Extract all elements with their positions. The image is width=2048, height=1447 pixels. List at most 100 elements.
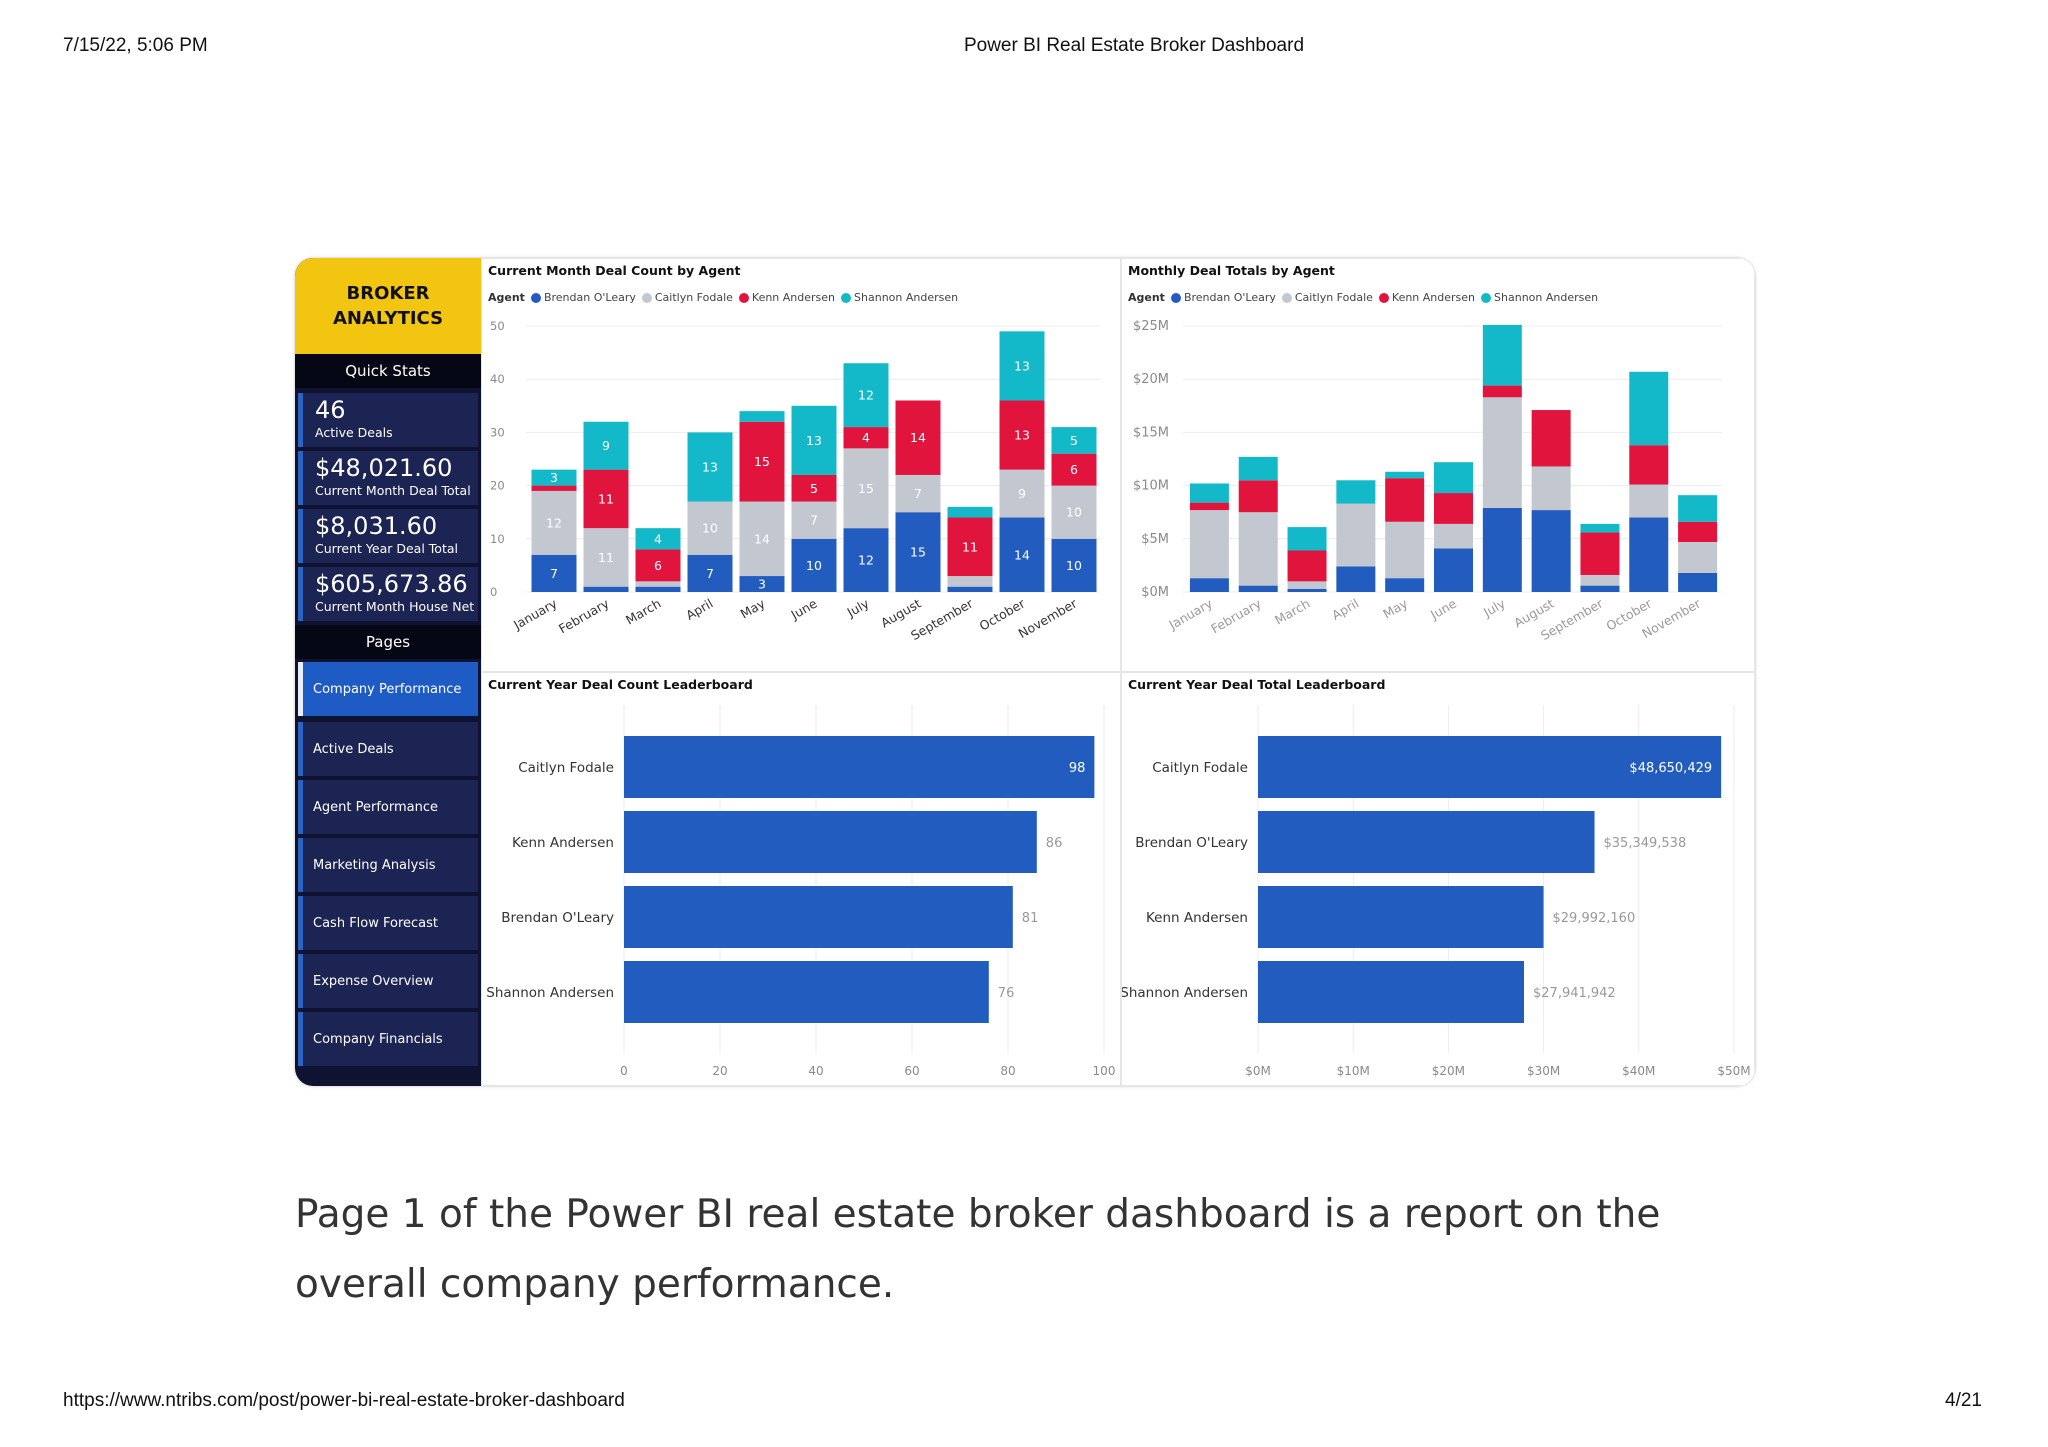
brand-line-1: BROKER — [346, 283, 430, 304]
article-caption: Page 1 of the Power BI real estate broke… — [295, 1192, 1661, 1307]
x-tick-label: 40 — [808, 1064, 823, 1078]
legend-item[interactable]: Brendan O'Leary — [530, 291, 636, 304]
y-tick-label: $5M — [1141, 532, 1169, 547]
legend-label: Brendan O'Leary — [1183, 291, 1276, 304]
nav-company-performance[interactable]: Company Performance — [298, 662, 478, 716]
stat-value: $48,021.60 — [315, 454, 453, 482]
nav-label: Company Performance — [313, 681, 462, 697]
x-tick-label: June — [788, 595, 820, 622]
nav-label: Marketing Analysis — [313, 857, 436, 873]
stacked-bar-segment — [1336, 566, 1376, 592]
stacked-bar-segment — [1336, 480, 1376, 504]
y-tick-label: $20M — [1133, 372, 1169, 387]
stacked-bar-segment — [1287, 588, 1327, 592]
data-label: 86 — [1046, 836, 1063, 851]
legend-item[interactable]: Caitlyn Fodale — [641, 291, 733, 304]
nav-active-deals[interactable]: Active Deals — [298, 722, 478, 776]
x-tick-label: March — [623, 596, 664, 628]
data-label: 7 — [810, 513, 818, 528]
stacked-bar-segment — [1189, 578, 1229, 592]
stacked-bar-segment — [1385, 471, 1425, 479]
x-tick-label: April — [1329, 596, 1361, 623]
stacked-bar-segment — [791, 405, 837, 475]
nav-label: Agent Performance — [313, 799, 438, 815]
stacked-bar-segment — [1531, 510, 1571, 592]
x-tick-label: 80 — [1000, 1064, 1015, 1078]
stacked-bar-segment — [1434, 462, 1473, 494]
stacked-bar-segment — [1531, 410, 1571, 467]
y-category-label: Caitlyn Fodale — [518, 760, 614, 776]
stacked-bar-segment — [1580, 523, 1620, 533]
data-label: 11 — [598, 491, 614, 506]
stacked-bar-segment — [1385, 578, 1425, 592]
x-tick-label: May — [738, 595, 768, 621]
legend-swatch — [1170, 292, 1181, 303]
x-tick-label: July — [844, 595, 872, 620]
x-tick-label: 100 — [1093, 1064, 1116, 1078]
data-label: 6 — [654, 558, 662, 573]
quick-stats-heading: Quick Stats — [295, 354, 481, 388]
stacked-bar-segment — [843, 427, 889, 449]
legend-item[interactable]: Shannon Andersen — [1481, 291, 1598, 304]
stacked-bar-segment — [583, 421, 629, 470]
y-tick-label: $10M — [1133, 479, 1169, 494]
legend-label: Kenn Andersen — [1391, 291, 1476, 304]
nav-expense-overview[interactable]: Expense Overview — [298, 954, 478, 1008]
data-label: 14 — [754, 531, 770, 546]
legend-item[interactable]: Kenn Andersen — [1378, 291, 1476, 304]
stacked-bar-segment — [947, 576, 993, 587]
data-label: 9 — [602, 438, 610, 453]
legend-item[interactable]: Caitlyn Fodale — [1281, 291, 1373, 304]
legend-item[interactable]: Brendan O'Leary — [1170, 291, 1276, 304]
y-category-label: Kenn Andersen — [1146, 910, 1248, 926]
stacked-bar-segment — [1189, 483, 1229, 503]
nav-agent-performance[interactable]: Agent Performance — [298, 780, 478, 834]
stacked-bar-segment — [1482, 385, 1522, 398]
legend-item[interactable]: Shannon Andersen — [841, 291, 958, 304]
chart-legend: Agent Brendan O'Leary Caitlyn Fodale Ken… — [488, 291, 964, 304]
y-tick-label: 40 — [490, 372, 505, 386]
nav-cash-flow-forecast[interactable]: Cash Flow Forecast — [298, 896, 478, 950]
y-category-label: Brendan O'Leary — [1135, 835, 1248, 851]
legend-label: Kenn Andersen — [751, 291, 836, 304]
stacked-bar-segment — [1482, 324, 1522, 386]
chart-deal-total-leaderboard: $0M $10M $20M $30M $40M $50M Caitlyn Fodale $48… — [1121, 672, 1755, 1086]
stat-label: Current Month House Net — [315, 599, 475, 614]
legend-swatch — [738, 292, 749, 303]
legend-label: Caitlyn Fodale — [654, 291, 733, 304]
leaderboard-bar — [624, 811, 1037, 873]
stacked-bar-segment — [739, 501, 785, 577]
x-tick-label: January — [1166, 595, 1216, 632]
stacked-bar-segment — [1580, 585, 1620, 592]
x-tick-label: March — [1272, 596, 1313, 628]
data-label: 76 — [998, 986, 1015, 1001]
legend-item[interactable]: Kenn Andersen — [738, 291, 836, 304]
data-label: $29,992,160 — [1553, 911, 1636, 926]
legend-label: Caitlyn Fodale — [1294, 291, 1373, 304]
leaderboard-bar — [624, 736, 1095, 798]
leaderboard-bar — [624, 961, 989, 1023]
x-tick-label: April — [683, 596, 715, 623]
stacked-bar-segment — [739, 421, 785, 502]
stat-label: Active Deals — [315, 425, 393, 440]
nav-company-financials[interactable]: Company Financials — [298, 1012, 478, 1066]
stacked-bar-segment — [635, 586, 681, 592]
data-label: 3 — [550, 470, 558, 485]
stacked-bar-segment — [1482, 507, 1522, 592]
leaderboard-bar — [1258, 886, 1544, 948]
stacked-bar-segment — [999, 469, 1045, 518]
legend-swatch — [1281, 292, 1292, 303]
stacked-bar-segment — [895, 400, 941, 475]
y-tick-label: 0 — [490, 585, 497, 599]
stacked-bar-segment — [687, 554, 733, 592]
nav-marketing-analysis[interactable]: Marketing Analysis — [298, 838, 478, 892]
stacked-bar-segment — [999, 517, 1045, 592]
stacked-bar-segment — [1238, 480, 1278, 513]
stat-current-month-deal-total: $48,021.60 Current Month Deal Total — [298, 451, 478, 505]
stacked-bar-segment — [999, 331, 1045, 401]
stacked-bar-segment — [843, 448, 889, 529]
stacked-bar-segment — [895, 474, 941, 513]
x-tick-label: 20 — [712, 1064, 727, 1078]
data-label: 10 — [806, 558, 822, 573]
